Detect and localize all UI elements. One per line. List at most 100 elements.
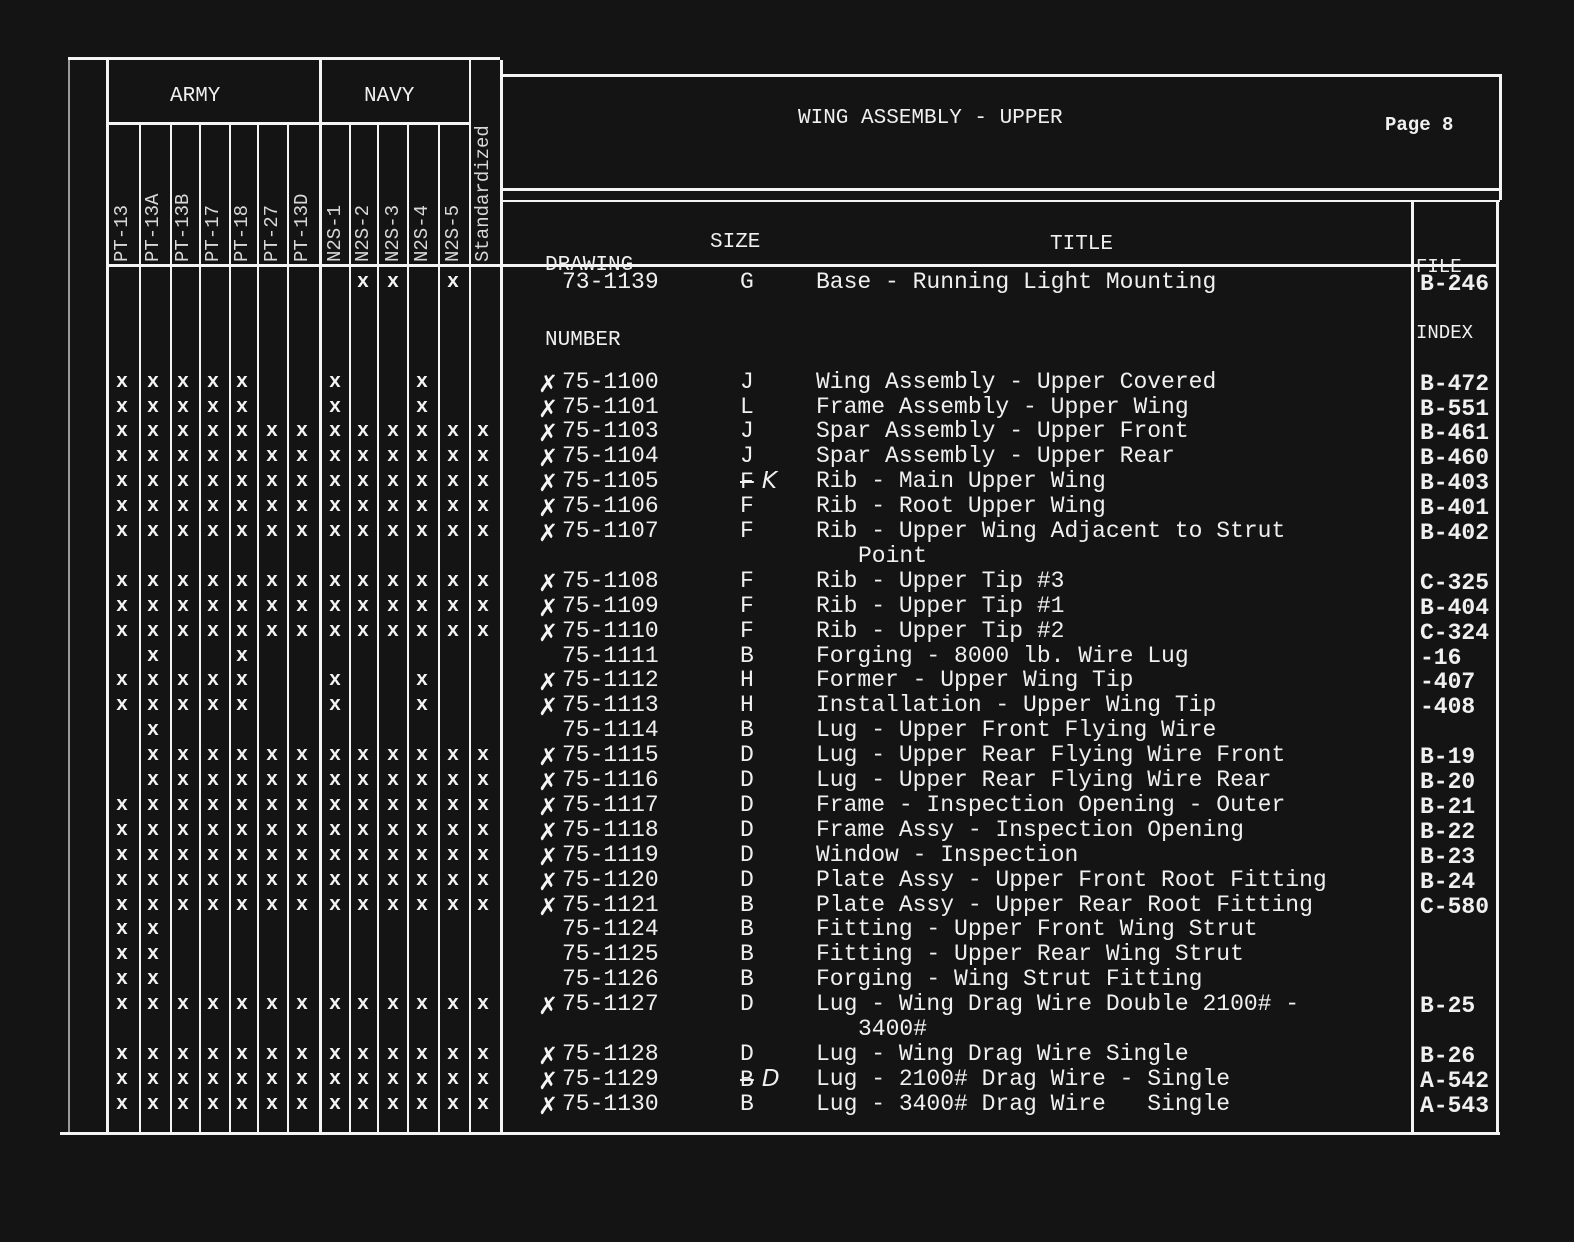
applicability-mark: x <box>415 694 428 718</box>
applicability-mark: x <box>476 495 489 519</box>
applicability-mark: x <box>356 1092 369 1116</box>
col-drawing-number: DRAWING NUMBER <box>545 203 633 403</box>
part-title: Rib - Upper Tip #1 <box>816 592 1065 619</box>
size-original: B <box>740 916 754 943</box>
model-column-header: PT-27 <box>261 204 283 262</box>
applicability-mark: x <box>356 993 369 1017</box>
applicability-mark: x <box>146 818 159 842</box>
applicability-mark: x <box>146 420 159 444</box>
drawing-number: 75-1116 <box>562 767 659 793</box>
applicability-mark: x <box>386 893 399 917</box>
applicability-mark: x <box>115 520 128 543</box>
applicability-mark: x <box>115 968 128 992</box>
drawing-number: 75-1115 <box>562 742 659 769</box>
applicability-mark: x <box>386 868 399 892</box>
applicability-mark: x <box>386 1067 399 1091</box>
size-value: J <box>740 419 754 444</box>
handwritten-check-mark: ✗ <box>538 867 559 896</box>
handwritten-check-mark: ✗ <box>538 992 559 1021</box>
applicability-mark: x <box>476 843 489 867</box>
drawing-number: 75-1119 <box>562 841 659 868</box>
size-original: J <box>740 418 754 445</box>
applicability-mark: x <box>235 619 248 643</box>
applicability-mark: x <box>328 993 341 1017</box>
applicability-mark: x <box>356 843 369 867</box>
applicability-mark: x <box>386 843 399 867</box>
size-original: B <box>740 966 754 993</box>
size-original: D <box>740 1040 754 1067</box>
size-value: D <box>740 866 754 893</box>
applicability-mark: x <box>206 868 219 892</box>
applicability-mark: x <box>235 495 248 519</box>
applicability-mark: x <box>386 271 399 294</box>
applicability-mark: x <box>146 1092 159 1116</box>
applicability-mark: x <box>115 495 128 519</box>
divider <box>500 74 1502 77</box>
applicability-mark: x <box>386 619 399 643</box>
file-index: B-25 <box>1420 993 1476 1020</box>
model-column-header: PT-13B <box>172 193 194 262</box>
applicability-mark: x <box>415 793 428 817</box>
applicability-mark: x <box>386 594 399 618</box>
applicability-mark: x <box>386 818 399 842</box>
size-value: B <box>740 718 754 743</box>
drawing-number: 75-1106 <box>562 493 659 520</box>
size-original: F <box>740 592 754 619</box>
applicability-mark: x <box>295 818 308 842</box>
size-original: B <box>740 642 754 669</box>
applicability-mark: x <box>115 594 128 618</box>
applicability-mark: x <box>115 1042 128 1066</box>
divider <box>68 57 70 1132</box>
drawing-number: 75-1118 <box>562 816 659 843</box>
applicability-mark: x <box>115 793 128 817</box>
applicability-mark: x <box>328 669 341 693</box>
applicability-mark: x <box>115 943 128 967</box>
applicability-mark: x <box>446 420 459 444</box>
size-correction: D <box>761 1065 780 1092</box>
applicability-mark: x <box>476 470 489 494</box>
applicability-mark: x <box>146 644 159 668</box>
applicability-mark: x <box>476 619 489 643</box>
applicability-mark: x <box>295 569 308 593</box>
applicability-mark: x <box>328 694 341 718</box>
applicability-mark: x <box>265 744 278 768</box>
applicability-mark: x <box>328 619 341 643</box>
model-column-header: N2S-2 <box>352 204 374 262</box>
applicability-mark: x <box>176 769 189 792</box>
col-title: TITLE <box>1050 233 1114 256</box>
applicability-mark: x <box>415 1042 428 1066</box>
applicability-mark: x <box>206 395 219 419</box>
size-value: D <box>740 842 754 868</box>
size-original: D <box>740 866 754 893</box>
file-index: B-246 <box>1420 271 1490 297</box>
applicability-mark: x <box>146 520 159 543</box>
file-index: B-403 <box>1420 470 1490 497</box>
size-original: D <box>740 791 754 818</box>
file-index: C-580 <box>1420 893 1490 920</box>
part-title: Lug - Upper Rear Flying Wire Front <box>816 742 1286 769</box>
file-index: B-461 <box>1420 420 1490 447</box>
part-title: Frame - Inspection Opening - Outer <box>816 791 1286 818</box>
applicability-mark: x <box>295 793 308 817</box>
applicability-mark: x <box>115 918 128 942</box>
part-title-continued: Point <box>858 542 928 569</box>
column-divider <box>257 124 259 1135</box>
applicability-mark: x <box>295 520 308 543</box>
column-divider <box>438 124 440 1135</box>
applicability-mark: x <box>415 669 428 693</box>
file-index: -407 <box>1420 669 1476 696</box>
handwritten-check-mark: ✗ <box>538 618 559 647</box>
handwritten-check-mark: ✗ <box>538 792 559 821</box>
applicability-mark: x <box>115 470 128 494</box>
handwritten-check-mark: ✗ <box>538 1041 559 1070</box>
applicability-mark: x <box>328 1042 341 1066</box>
divider <box>106 122 470 125</box>
applicability-mark: x <box>176 470 189 494</box>
size-value: G <box>740 270 754 295</box>
applicability-mark: x <box>176 868 189 892</box>
file-index: C-325 <box>1420 569 1490 596</box>
size-original: J <box>740 368 754 395</box>
applicability-mark: x <box>146 569 159 593</box>
applicability-mark: x <box>295 993 308 1017</box>
